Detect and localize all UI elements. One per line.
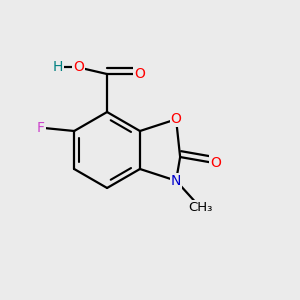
Text: O: O [171, 112, 182, 126]
Text: O: O [73, 60, 84, 74]
Text: O: O [210, 156, 221, 170]
Text: H: H [52, 60, 63, 74]
Text: F: F [37, 121, 45, 135]
Text: CH₃: CH₃ [188, 201, 212, 214]
Text: N: N [171, 174, 181, 188]
Text: O: O [134, 67, 145, 81]
